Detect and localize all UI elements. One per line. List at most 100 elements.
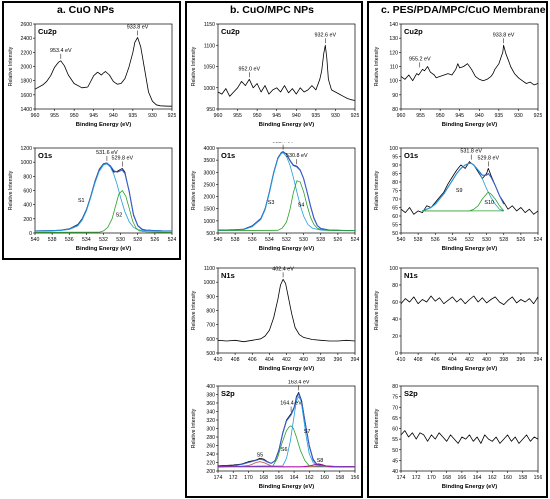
x-tick-label: 935 <box>129 113 138 119</box>
y-tick-label: 600 <box>206 337 215 343</box>
x-tick-label: 404 <box>448 357 457 363</box>
x-tick-label: 400 <box>482 357 491 363</box>
x-tick-label: 540 <box>31 237 40 243</box>
y-tick-label: 220 <box>206 461 215 467</box>
x-axis-label: Binding Energy (eV) <box>442 246 497 252</box>
y-tick-label: 60 <box>392 427 398 433</box>
x-tick-label: 394 <box>351 357 359 363</box>
x-axis-label: Binding Energy (eV) <box>259 484 314 490</box>
series-line-s6 <box>217 425 356 468</box>
series-line-envelope <box>217 393 355 468</box>
peak-label: 529.8 eV <box>112 156 134 162</box>
x-tick-label: 930 <box>514 113 523 119</box>
y-tick-label: 70 <box>392 197 398 203</box>
y-tick-label: 120 <box>389 50 398 56</box>
y-tick-label: 300 <box>206 427 215 433</box>
x-tick-label: 166 <box>458 475 467 481</box>
element-label: N1s <box>221 271 235 280</box>
peak-label: 402.4 eV <box>272 266 294 272</box>
y-tick-label: 20 <box>392 334 398 340</box>
y-tick-label: 2500 <box>203 182 215 188</box>
peak-label: 530.8 eV <box>286 153 308 159</box>
y-tick-label: 700 <box>206 323 215 329</box>
y-tick-label: 1000 <box>203 280 215 286</box>
y-axis-label: Relative Intensity <box>191 170 197 210</box>
y-axis-label: Relative Intensity <box>191 46 197 86</box>
y-tick-label: 800 <box>23 174 32 180</box>
x-tick-label: 524 <box>351 237 359 243</box>
y-tick-label: 80 <box>392 283 398 289</box>
x-tick-label: 538 <box>414 237 423 243</box>
y-tick-label: 65 <box>392 206 398 212</box>
peak-label: 932.6 eV <box>314 32 336 38</box>
component-label: S3 <box>268 200 275 206</box>
y-tick-label: 100 <box>389 146 398 152</box>
x-tick-label: 410 <box>397 357 406 363</box>
chart-a-o1s: 0 200 400 600 800 1000 1200 540 538 536 534 532 530 5… <box>8 146 176 252</box>
plot-frame <box>400 385 539 472</box>
x-tick-label: 524 <box>534 237 542 243</box>
y-tick-label: 360 <box>206 401 215 407</box>
x-tick-label: 536 <box>431 237 440 243</box>
x-tick-label: 960 <box>214 113 223 119</box>
x-tick-label: 526 <box>517 237 526 243</box>
x-axis-label: Binding Energy (eV) <box>259 366 314 372</box>
x-tick-label: 935 <box>495 113 504 119</box>
x-tick-label: 950 <box>70 113 79 119</box>
element-label: S2p <box>404 389 418 398</box>
y-tick-label: 340 <box>206 410 215 416</box>
y-tick-label: 320 <box>206 418 215 424</box>
component-label: S5 <box>257 453 264 459</box>
y-tick-label: 100 <box>389 266 398 272</box>
element-label: O1s <box>38 151 52 160</box>
y-tick-label: 600 <box>23 189 32 195</box>
component-label: S8 <box>317 458 324 464</box>
y-tick-label: 950 <box>206 107 215 113</box>
x-tick-label: 170 <box>427 475 436 481</box>
y-tick-label: 45 <box>392 458 398 464</box>
y-tick-label: 80 <box>392 107 398 113</box>
x-axis-label: Binding Energy (eV) <box>259 246 314 252</box>
y-tick-label: 1000 <box>203 86 215 92</box>
y-tick-label: 200 <box>23 217 32 223</box>
component-label: S6 <box>281 447 288 453</box>
x-tick-label: 164 <box>473 475 482 481</box>
column-b <box>185 1 363 498</box>
element-label: Cu2p <box>221 27 240 36</box>
chart-a-cu2p: 1400 1600 1800 2000 2200 2400 2600 960 955 950 945… <box>8 22 176 128</box>
x-tick-label: 396 <box>334 357 343 363</box>
y-tick-label: 200 <box>206 469 215 475</box>
peak-label: 955.2 eV <box>409 56 431 62</box>
y-tick-label: 1400 <box>20 107 32 113</box>
x-axis-label: Binding Energy (eV) <box>259 122 314 128</box>
x-axis-label: Binding Energy (eV) <box>76 246 131 252</box>
y-tick-label: 4000 <box>203 146 215 152</box>
y-tick-label: 260 <box>206 444 215 450</box>
y-tick-label: 65 <box>392 416 398 422</box>
peak-label: 531.6 eV <box>96 150 118 156</box>
y-tick-label: 85 <box>392 172 398 178</box>
x-tick-label: 540 <box>397 237 406 243</box>
x-tick-label: 162 <box>488 475 497 481</box>
x-tick-label: 540 <box>214 237 223 243</box>
peak-label: 953.4 eV <box>50 48 72 54</box>
y-tick-label: 1800 <box>20 79 32 85</box>
series-line <box>400 295 539 305</box>
column-c <box>367 1 548 498</box>
x-tick-label: 402 <box>282 357 291 363</box>
peak-label: 164.4 eV <box>280 401 302 407</box>
x-tick-label: 930 <box>331 113 340 119</box>
x-tick-label: 940 <box>109 113 118 119</box>
y-tick-label: 80 <box>392 180 398 186</box>
element-label: O1s <box>404 151 418 160</box>
component-label: S4 <box>298 202 305 208</box>
y-tick-label: 100 <box>389 79 398 85</box>
x-tick-label: 530 <box>299 237 308 243</box>
x-tick-label: 160 <box>503 475 512 481</box>
x-tick-label: 945 <box>455 113 464 119</box>
x-axis-label: Binding Energy (eV) <box>76 122 131 128</box>
y-tick-label: 2000 <box>20 65 32 71</box>
y-tick-label: 500 <box>206 231 215 237</box>
x-tick-label: 536 <box>65 237 74 243</box>
